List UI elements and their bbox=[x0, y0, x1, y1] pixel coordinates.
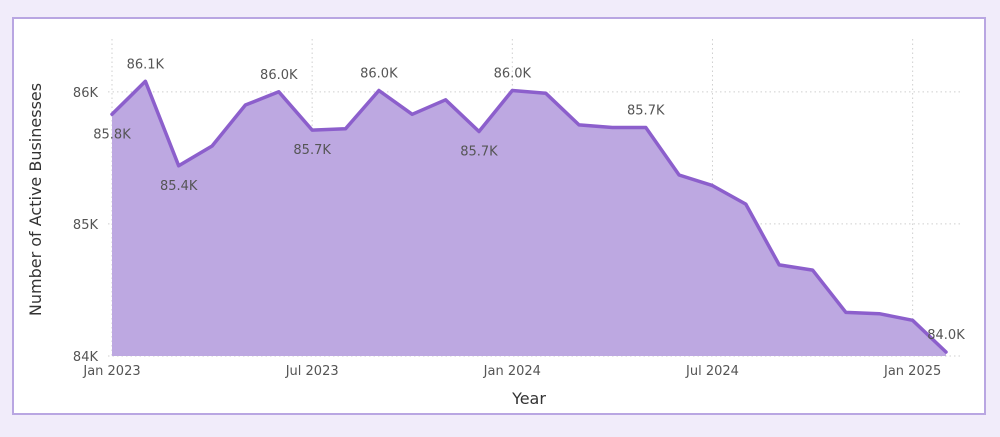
data-label: 86.0K bbox=[260, 68, 298, 83]
data-label: 86.0K bbox=[360, 67, 398, 82]
data-label: 85.7K bbox=[460, 144, 498, 159]
data-label: 86.0K bbox=[494, 67, 532, 82]
chart-card: 84K 85K 86K Jan 2023 Jul 2023 Jan 2024 Jul 20… bbox=[12, 17, 986, 415]
area-chart: 84K 85K 86K Jan 2023 Jul 2023 Jan 2024 Jul 20… bbox=[26, 39, 965, 408]
x-axis-title: Year bbox=[511, 389, 546, 408]
x-tick-label: Jan 2024 bbox=[483, 364, 541, 379]
x-axis-ticks: Jan 2023 Jul 2023 Jan 2024 Jul 2024 Jan 2025 bbox=[82, 364, 941, 379]
data-labels: 85.8K 86.1K 85.4K 86.0K 85.7K 86.0K 85.7K 86.0K… bbox=[93, 57, 965, 343]
x-tick-label: Jan 2025 bbox=[883, 364, 941, 379]
x-tick-label: Jul 2023 bbox=[285, 364, 339, 379]
series-line bbox=[110, 79, 948, 354]
y-tick-label: 84K bbox=[73, 350, 99, 365]
data-label: 84.0K bbox=[927, 328, 965, 343]
y-tick-label: 86K bbox=[73, 86, 99, 101]
x-tick-label: Jan 2023 bbox=[82, 364, 140, 379]
data-label: 85.7K bbox=[627, 103, 665, 118]
data-label: 85.8K bbox=[93, 127, 131, 142]
data-label: 85.4K bbox=[160, 179, 198, 194]
series-area bbox=[112, 81, 946, 357]
y-axis-ticks: 84K 85K 86K bbox=[73, 86, 99, 365]
y-axis-title: Number of Active Businesses bbox=[26, 83, 45, 316]
data-label: 85.7K bbox=[293, 143, 331, 158]
y-tick-label: 85K bbox=[73, 218, 99, 233]
x-tick-label: Jul 2024 bbox=[685, 364, 739, 379]
data-label: 86.1K bbox=[127, 57, 165, 72]
